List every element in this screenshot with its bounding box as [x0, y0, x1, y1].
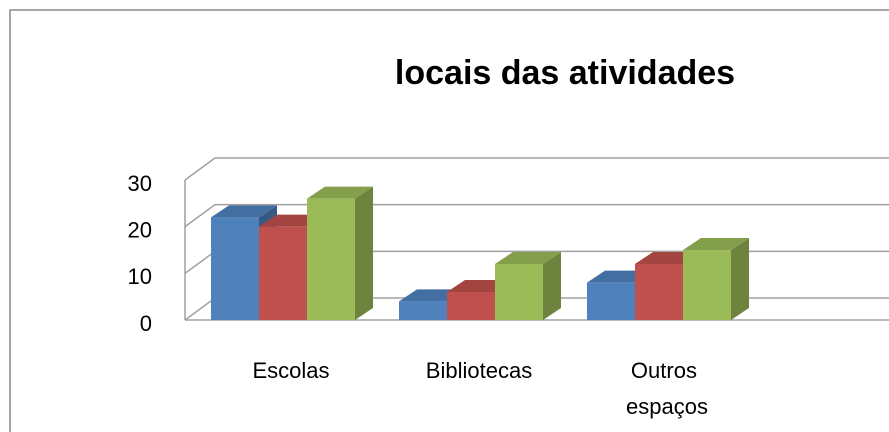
y-tick-label: 30 — [128, 171, 152, 196]
bar-side — [731, 238, 749, 320]
bar — [211, 217, 259, 320]
bar — [307, 198, 355, 320]
x-tick-label: Escolas — [252, 358, 329, 383]
bar — [635, 264, 683, 320]
chart-border — [9, 9, 889, 432]
x-tick-label: Outros espaços — [626, 358, 708, 419]
grid-line — [184, 203, 889, 228]
bar — [259, 226, 307, 320]
y-tick-label: 0 — [140, 311, 152, 336]
bar — [495, 264, 543, 320]
bar — [587, 282, 635, 320]
bar-side — [355, 186, 373, 320]
bar — [447, 292, 495, 320]
bar-top — [307, 186, 373, 199]
bar-top — [211, 205, 277, 218]
bar — [683, 250, 731, 320]
x-tick-label: Bibliotecas — [426, 358, 532, 383]
grid-line — [184, 157, 889, 181]
chart-title: locais das atividades — [395, 54, 735, 92]
bar-top — [683, 238, 749, 250]
bar-side — [543, 252, 561, 320]
bar-top — [495, 252, 561, 264]
y-tick-label: 20 — [128, 217, 152, 242]
y-tick-label: 10 — [128, 264, 152, 289]
bar — [399, 301, 447, 320]
